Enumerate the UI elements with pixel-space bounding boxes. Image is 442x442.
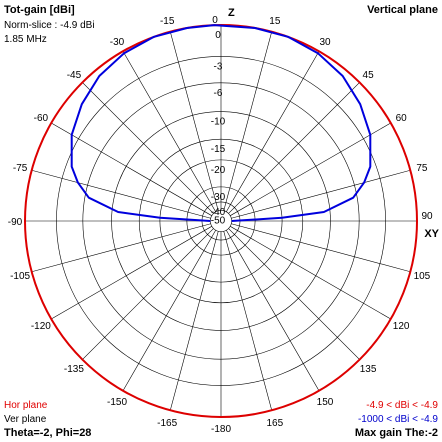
- angle-label: 30: [319, 37, 331, 48]
- angle-label: -120: [31, 321, 51, 332]
- hor-range: -4.9 < dBi < -4.9: [366, 400, 438, 411]
- chart-title: Tot-gain [dBi]: [4, 4, 75, 16]
- grid-spoke: [31, 169, 211, 219]
- grid-spoke: [223, 31, 273, 211]
- xy-axis-label: XY: [424, 228, 439, 240]
- grid-spoke: [223, 231, 273, 411]
- pattern-layer: [70, 24, 372, 222]
- ring-label: -20: [211, 165, 226, 176]
- angle-label: -165: [157, 418, 177, 429]
- ring-labels: 0 -3 -6 -10 -15 -20 -30 -40-50: [211, 30, 226, 226]
- grid-spoke: [231, 169, 411, 219]
- angle-label: -180: [211, 424, 231, 435]
- ring-label: -6: [214, 88, 223, 99]
- angle-label: -150: [107, 397, 127, 408]
- angle-label: -30: [110, 37, 125, 48]
- grid-spoke: [226, 230, 320, 391]
- grid-spoke: [122, 51, 216, 212]
- ver-plane-pattern: [70, 24, 372, 222]
- grid-spoke: [169, 31, 219, 211]
- norm-slice-label: Norm-slice : -4.9 dBi: [4, 20, 95, 31]
- angle-label: 105: [414, 271, 431, 282]
- angle-label: 165: [266, 418, 283, 429]
- grid-ring: [159, 159, 283, 283]
- grid-spoke: [230, 226, 391, 320]
- grid-ring: [82, 82, 360, 360]
- ring-label: -10: [211, 117, 226, 128]
- grid-spoke: [231, 223, 411, 273]
- z-axis-label: Z: [228, 7, 235, 19]
- angle-label: 75: [416, 163, 428, 174]
- grid-spoke: [51, 226, 212, 320]
- ring-label: -3: [214, 61, 223, 72]
- grid-spoke: [51, 122, 212, 216]
- angle-label: -135: [64, 364, 84, 375]
- grid-ring: [186, 186, 256, 256]
- angle-label: 15: [269, 16, 281, 27]
- ring-label: -30: [211, 192, 226, 203]
- angle-label: -75: [13, 163, 28, 174]
- frequency-label: 1.85 MHz: [4, 34, 47, 45]
- angle-label: -60: [34, 113, 49, 124]
- angle-label: 135: [360, 364, 377, 375]
- ver-range: -1000 < dBi < -4.9: [357, 414, 438, 425]
- grid-ring: [111, 111, 331, 331]
- angle-label: -45: [67, 70, 82, 81]
- plane-label: Vertical plane: [367, 4, 438, 16]
- hor-plane-legend: Hor plane: [4, 400, 48, 411]
- angle-label: 0: [212, 15, 218, 26]
- grid-ring: [138, 138, 304, 304]
- grid-spoke: [169, 231, 219, 411]
- ring-label: -15: [211, 144, 226, 155]
- ver-plane-legend: Ver plane: [4, 414, 47, 425]
- grid-spoke: [31, 223, 211, 273]
- angle-label: 45: [363, 70, 375, 81]
- angle-label: 150: [317, 397, 334, 408]
- grid-spoke: [228, 228, 360, 360]
- angle-label: -105: [10, 271, 30, 282]
- angle-labels: 0 153045607590105120135150165-180-165-150…: [8, 15, 433, 435]
- angle-label: -15: [160, 16, 175, 27]
- grid-spoke: [82, 82, 214, 214]
- grid-spoke: [230, 122, 391, 216]
- angle-label: 120: [393, 321, 410, 332]
- grid-spoke: [228, 82, 360, 214]
- angle-label: -90: [8, 217, 23, 228]
- grid-spoke: [82, 228, 214, 360]
- grid-spoke: [226, 51, 320, 212]
- cursor-readout: Theta=-2, Phi=28: [4, 427, 92, 439]
- ring-label: 0: [215, 30, 221, 41]
- grid-ring: [56, 56, 386, 386]
- grid-spoke: [122, 230, 216, 391]
- max-gain-readout: Max gain The:-2: [354, 427, 438, 439]
- angle-label: 60: [396, 113, 408, 124]
- ring-label: -50: [211, 215, 226, 226]
- angle-label: 90: [421, 211, 433, 222]
- ring-label: -40: [211, 207, 226, 218]
